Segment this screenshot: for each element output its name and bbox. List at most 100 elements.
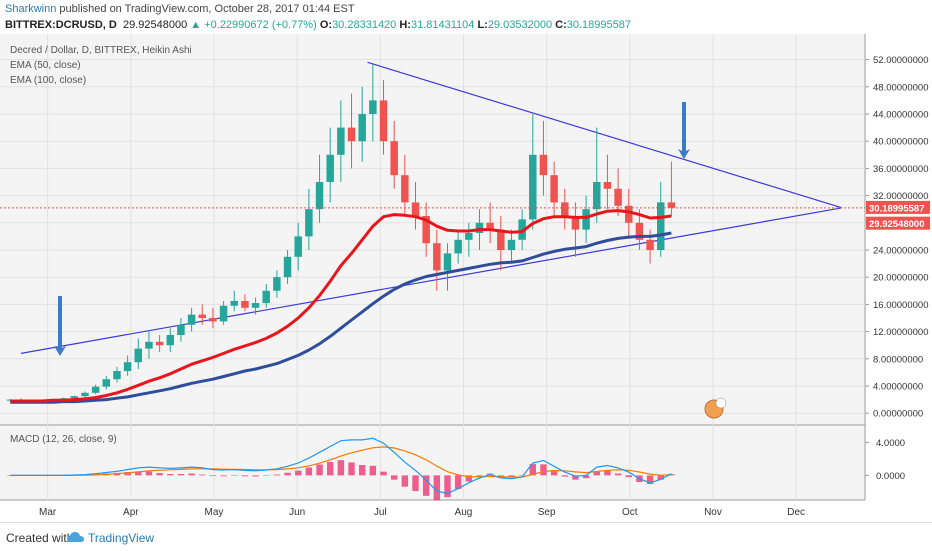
candle-body <box>379 100 388 142</box>
candle-body <box>390 141 398 176</box>
candle-body <box>177 324 185 335</box>
candle-body <box>198 314 206 318</box>
macd-histogram-bar <box>561 475 568 477</box>
idea-count-badge <box>715 397 727 409</box>
close-value: 30.18995587 <box>566 19 631 31</box>
macd-histogram-bar <box>188 473 195 476</box>
legend-main: Decred / Dollar, D, BITTREX, Heikin Ashi <box>10 45 192 56</box>
candle-body <box>283 256 292 278</box>
annotation-markers <box>54 102 727 419</box>
candle-body <box>209 318 217 322</box>
candle-body <box>635 222 644 240</box>
price-tick-label: 40.00000000 <box>873 137 928 148</box>
macd-histogram-bar <box>422 475 430 496</box>
macd-histogram-bar <box>348 462 355 476</box>
candle-body <box>507 239 516 250</box>
tradingview-link[interactable]: TradingView <box>88 531 155 545</box>
price-tick-label: 16.00000000 <box>873 300 928 311</box>
candle-body <box>155 341 164 346</box>
macd-histogram-bar <box>657 475 664 480</box>
candle-body <box>358 114 366 142</box>
candle-body <box>401 175 409 203</box>
candle-body <box>518 219 526 240</box>
candle-body <box>113 371 121 380</box>
macd-histogram-bar <box>284 472 291 476</box>
macd-histogram-bar <box>572 475 579 480</box>
candle-body <box>614 188 622 206</box>
macd-histogram-bar <box>380 471 387 476</box>
candle-body <box>571 216 580 230</box>
price-tick-label: 36.00000000 <box>873 164 928 175</box>
macd-histogram-bar <box>241 475 249 477</box>
open-value: 30.28331420 <box>332 19 397 31</box>
candle-body <box>422 216 430 244</box>
time-tick-label: Mar <box>39 507 57 518</box>
legend-ema50: EMA (50, close) <box>10 60 81 71</box>
macd-histogram-bar <box>252 475 259 477</box>
close-price-tag <box>866 200 930 214</box>
trendline <box>367 61 843 209</box>
candle-body <box>667 202 676 208</box>
candle-body <box>123 362 132 372</box>
macd-histogram-bar <box>412 475 419 492</box>
candle-body <box>337 127 345 155</box>
price-axis[interactable]: 0.00000000 4.00000000 8.00000000 12.0000000… <box>865 55 930 420</box>
chart-area[interactable]: 4.0000 0.0000 0.00000000 4.00000000 8.00000… <box>0 34 932 522</box>
legend-macd: MACD (12, 26, close, 9) <box>10 434 117 445</box>
macd-histogram-bar <box>529 464 536 476</box>
grid <box>0 34 865 500</box>
legend-ema100: EMA (100, close) <box>10 75 86 86</box>
macd-histogram-bar <box>305 467 313 476</box>
macd-histogram-bar <box>327 462 334 476</box>
candle-body <box>443 253 452 271</box>
time-tick-label: Aug <box>455 507 473 518</box>
macd-histogram-bar <box>390 475 398 480</box>
candle-body <box>145 341 153 349</box>
close-price-tag-label: 30.18995587 <box>869 203 924 214</box>
time-axis[interactable]: Mar Apr May Jun Jul Aug Sep Oct Nov Dec <box>39 507 805 518</box>
macd-histogram-bar <box>295 470 302 476</box>
price-tick-label: 24.00000000 <box>873 246 928 257</box>
macd-histogram-bar <box>646 475 654 485</box>
time-tick-label: Jul <box>374 507 387 518</box>
close-label: C: <box>555 19 567 31</box>
time-tick-label: Apr <box>123 507 139 518</box>
candle-body <box>475 222 484 233</box>
footer: Created with TradingView <box>0 522 932 551</box>
macd-histogram-bar <box>476 475 483 477</box>
macd-histogram-bar <box>263 475 270 476</box>
author-link[interactable]: Sharkwinn <box>5 3 57 15</box>
candle-body <box>326 154 334 182</box>
macd-histogram-bar <box>199 474 206 476</box>
macd-histogram-bar <box>177 473 185 476</box>
macd-histogram-bar <box>369 465 377 476</box>
macd-histogram-bar <box>124 472 131 476</box>
high-value: 31.81431104 <box>410 19 475 31</box>
time-tick-label: Oct <box>622 507 638 518</box>
publish-info: published on TradingView.com, October 28… <box>56 3 355 15</box>
candle-body <box>550 175 558 203</box>
price-tick-label: 44.00000000 <box>873 110 928 121</box>
trendline <box>20 207 843 354</box>
down-arrow-icon <box>678 102 690 159</box>
candle-body <box>251 303 260 308</box>
candle-body <box>166 335 175 346</box>
candle-body <box>102 379 111 387</box>
macd-histogram-bar <box>444 475 451 498</box>
macd-histogram-bar <box>497 475 505 477</box>
tradingview-cloud-icon <box>67 532 84 542</box>
last-price-tag <box>866 216 930 230</box>
last-price: 29.92548000 <box>122 19 188 31</box>
last-price-tag-label: 29.92548000 <box>869 219 924 230</box>
ema100-line <box>10 231 672 404</box>
ema-lines <box>10 209 672 404</box>
candle-body <box>273 277 281 291</box>
candle-body <box>433 243 441 271</box>
price-axis-background <box>865 34 932 500</box>
candle-body <box>219 305 228 322</box>
macd-histogram-bar <box>582 475 590 479</box>
candle-body <box>625 205 633 223</box>
candle-body <box>262 290 270 304</box>
candles <box>6 63 676 403</box>
candle-body <box>465 233 473 240</box>
